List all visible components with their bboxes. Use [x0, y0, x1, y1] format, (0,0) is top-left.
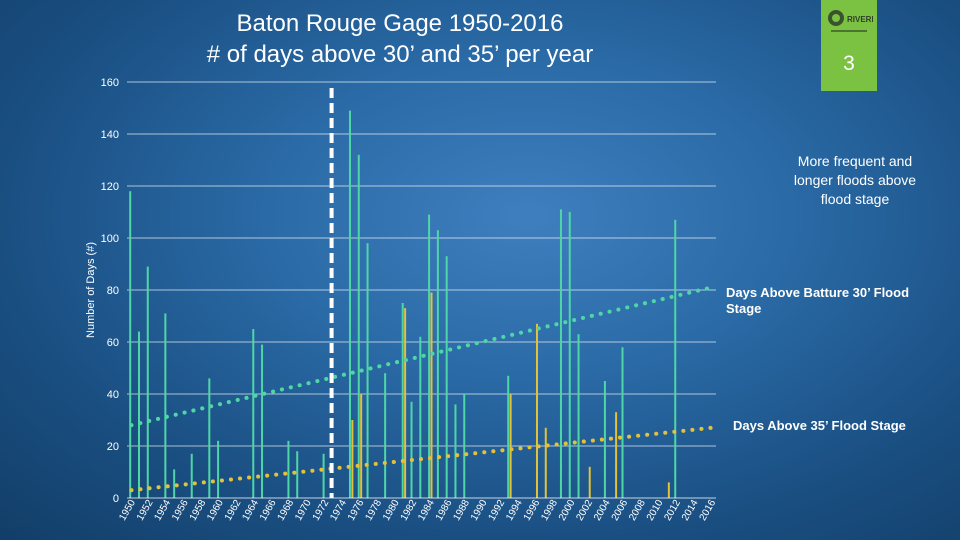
x-tick-label: 1988	[451, 498, 472, 523]
bar	[667, 482, 670, 498]
annotation-days-above-35: Days Above 35’ Flood Stage	[733, 418, 906, 433]
x-tick-label: 1996	[522, 498, 543, 523]
bar	[419, 336, 422, 498]
y-axis-title: Number of Days (#)	[85, 242, 97, 338]
x-tick-label: 1984	[416, 498, 437, 523]
y-tick-label: 40	[107, 389, 119, 401]
bar	[366, 243, 369, 498]
bar	[621, 347, 624, 498]
x-tick-label: 2010	[645, 498, 666, 523]
trend-line	[129, 425, 714, 493]
x-tick-label: 1962	[223, 498, 244, 523]
title-line-2: # of days above 30’ and 35’ per year	[206, 41, 594, 68]
bar	[357, 154, 360, 499]
bar	[674, 219, 677, 499]
x-tick-label: 2006	[610, 498, 631, 523]
x-tick-label: 1998	[539, 498, 560, 523]
bar	[129, 191, 132, 498]
x-tick-label: 1966	[258, 498, 279, 523]
bar	[287, 440, 290, 498]
x-tick-label: 1964	[240, 498, 261, 523]
y-tick-label: 140	[101, 129, 119, 141]
bar	[430, 292, 433, 498]
x-tick-label: 1960	[205, 498, 226, 523]
x-tick-label: 1990	[469, 498, 490, 523]
bar	[588, 466, 591, 498]
bar	[436, 230, 439, 498]
bar	[463, 394, 466, 498]
chart-title: Baton Rouge Gage 1950-2016 # of days abo…	[130, 8, 670, 70]
logo-text: RIVERPR	[847, 15, 873, 24]
y-tick-label: 100	[101, 233, 119, 245]
bar	[615, 412, 618, 498]
trend-line	[129, 285, 714, 428]
bar	[428, 214, 431, 498]
x-tick-label: 1992	[487, 498, 508, 523]
x-tick-label: 1978	[363, 498, 384, 523]
annotation-more-frequent: More frequent and longer floods above fl…	[793, 153, 917, 207]
bar	[401, 303, 404, 498]
x-tick-label: 1980	[381, 498, 402, 523]
x-tick-label: 2002	[574, 498, 595, 523]
bar	[252, 329, 255, 498]
x-tick-label: 1958	[188, 498, 209, 523]
x-tick-label: 2014	[680, 498, 701, 523]
bar	[404, 308, 407, 498]
bar	[190, 453, 193, 498]
riverpr-logo-icon: RIVERPR	[828, 10, 873, 32]
x-tick-label: 1970	[293, 498, 314, 523]
x-tick-label: 1952	[135, 498, 156, 523]
x-tick-label: 1956	[170, 498, 191, 523]
bar	[568, 212, 571, 498]
x-tick-label: 1982	[399, 498, 420, 523]
bar	[445, 256, 448, 498]
bar	[173, 469, 176, 498]
x-tick-label: 1986	[434, 498, 455, 523]
y-tick-label: 20	[107, 441, 119, 453]
bar	[261, 344, 264, 498]
bar	[164, 313, 167, 498]
y-tick-label: 160	[101, 77, 119, 89]
x-tick-label: 1968	[276, 498, 297, 523]
bar	[535, 323, 538, 498]
annotation-days-above-30: Days Above Batture 30’ Flood Stage	[726, 285, 910, 316]
x-tick-label: 1974	[328, 498, 349, 523]
y-tick-label: 80	[107, 285, 119, 297]
bar	[217, 440, 220, 498]
bar	[208, 378, 211, 498]
x-tick-label: 2012	[662, 498, 683, 523]
bar	[360, 394, 363, 498]
bar	[603, 381, 606, 498]
title-line-1: Baton Rouge Gage 1950-2016	[236, 10, 564, 37]
x-tick-label: 1954	[153, 498, 174, 523]
x-tick-label: 1972	[311, 498, 332, 523]
bar	[384, 373, 387, 498]
y-tick-label: 0	[113, 493, 119, 505]
bar	[410, 401, 413, 498]
bar	[146, 266, 149, 498]
slide-number-badge: RIVERPR 3	[821, 0, 877, 91]
bar	[559, 209, 562, 498]
y-tick-label: 120	[101, 181, 119, 193]
bar	[544, 427, 547, 498]
bar	[322, 453, 325, 498]
bar	[137, 331, 140, 498]
bar	[296, 451, 299, 498]
x-tick-label: 1976	[346, 498, 367, 523]
slide-number: 3	[843, 52, 855, 75]
x-tick-label: 2016	[698, 498, 719, 523]
bar	[348, 110, 351, 498]
bar	[454, 404, 457, 498]
y-tick-label: 60	[107, 337, 119, 349]
x-tick-label: 1950	[117, 498, 138, 523]
bar	[509, 394, 512, 498]
bar	[577, 334, 580, 498]
x-tick-label: 1994	[504, 498, 525, 523]
x-tick-label: 2008	[627, 498, 648, 523]
x-tick-label: 2000	[557, 498, 578, 523]
x-tick-label: 2004	[592, 498, 613, 523]
bar	[507, 375, 510, 498]
bar	[351, 420, 354, 498]
